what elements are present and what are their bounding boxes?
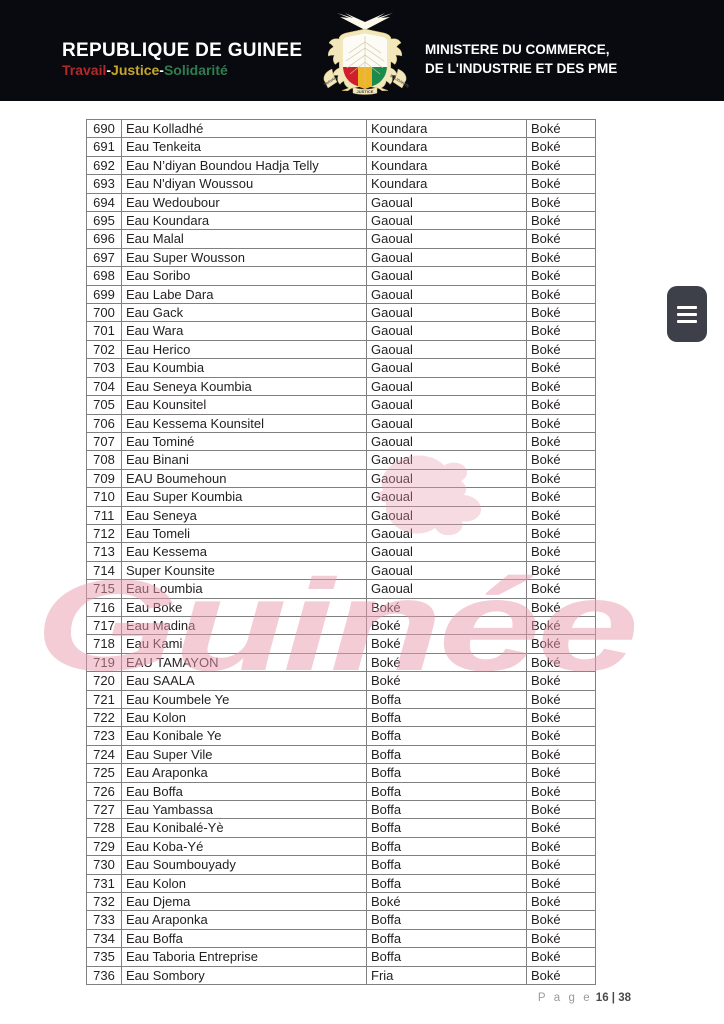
svg-text:JUSTICE: JUSTICE (357, 89, 374, 94)
